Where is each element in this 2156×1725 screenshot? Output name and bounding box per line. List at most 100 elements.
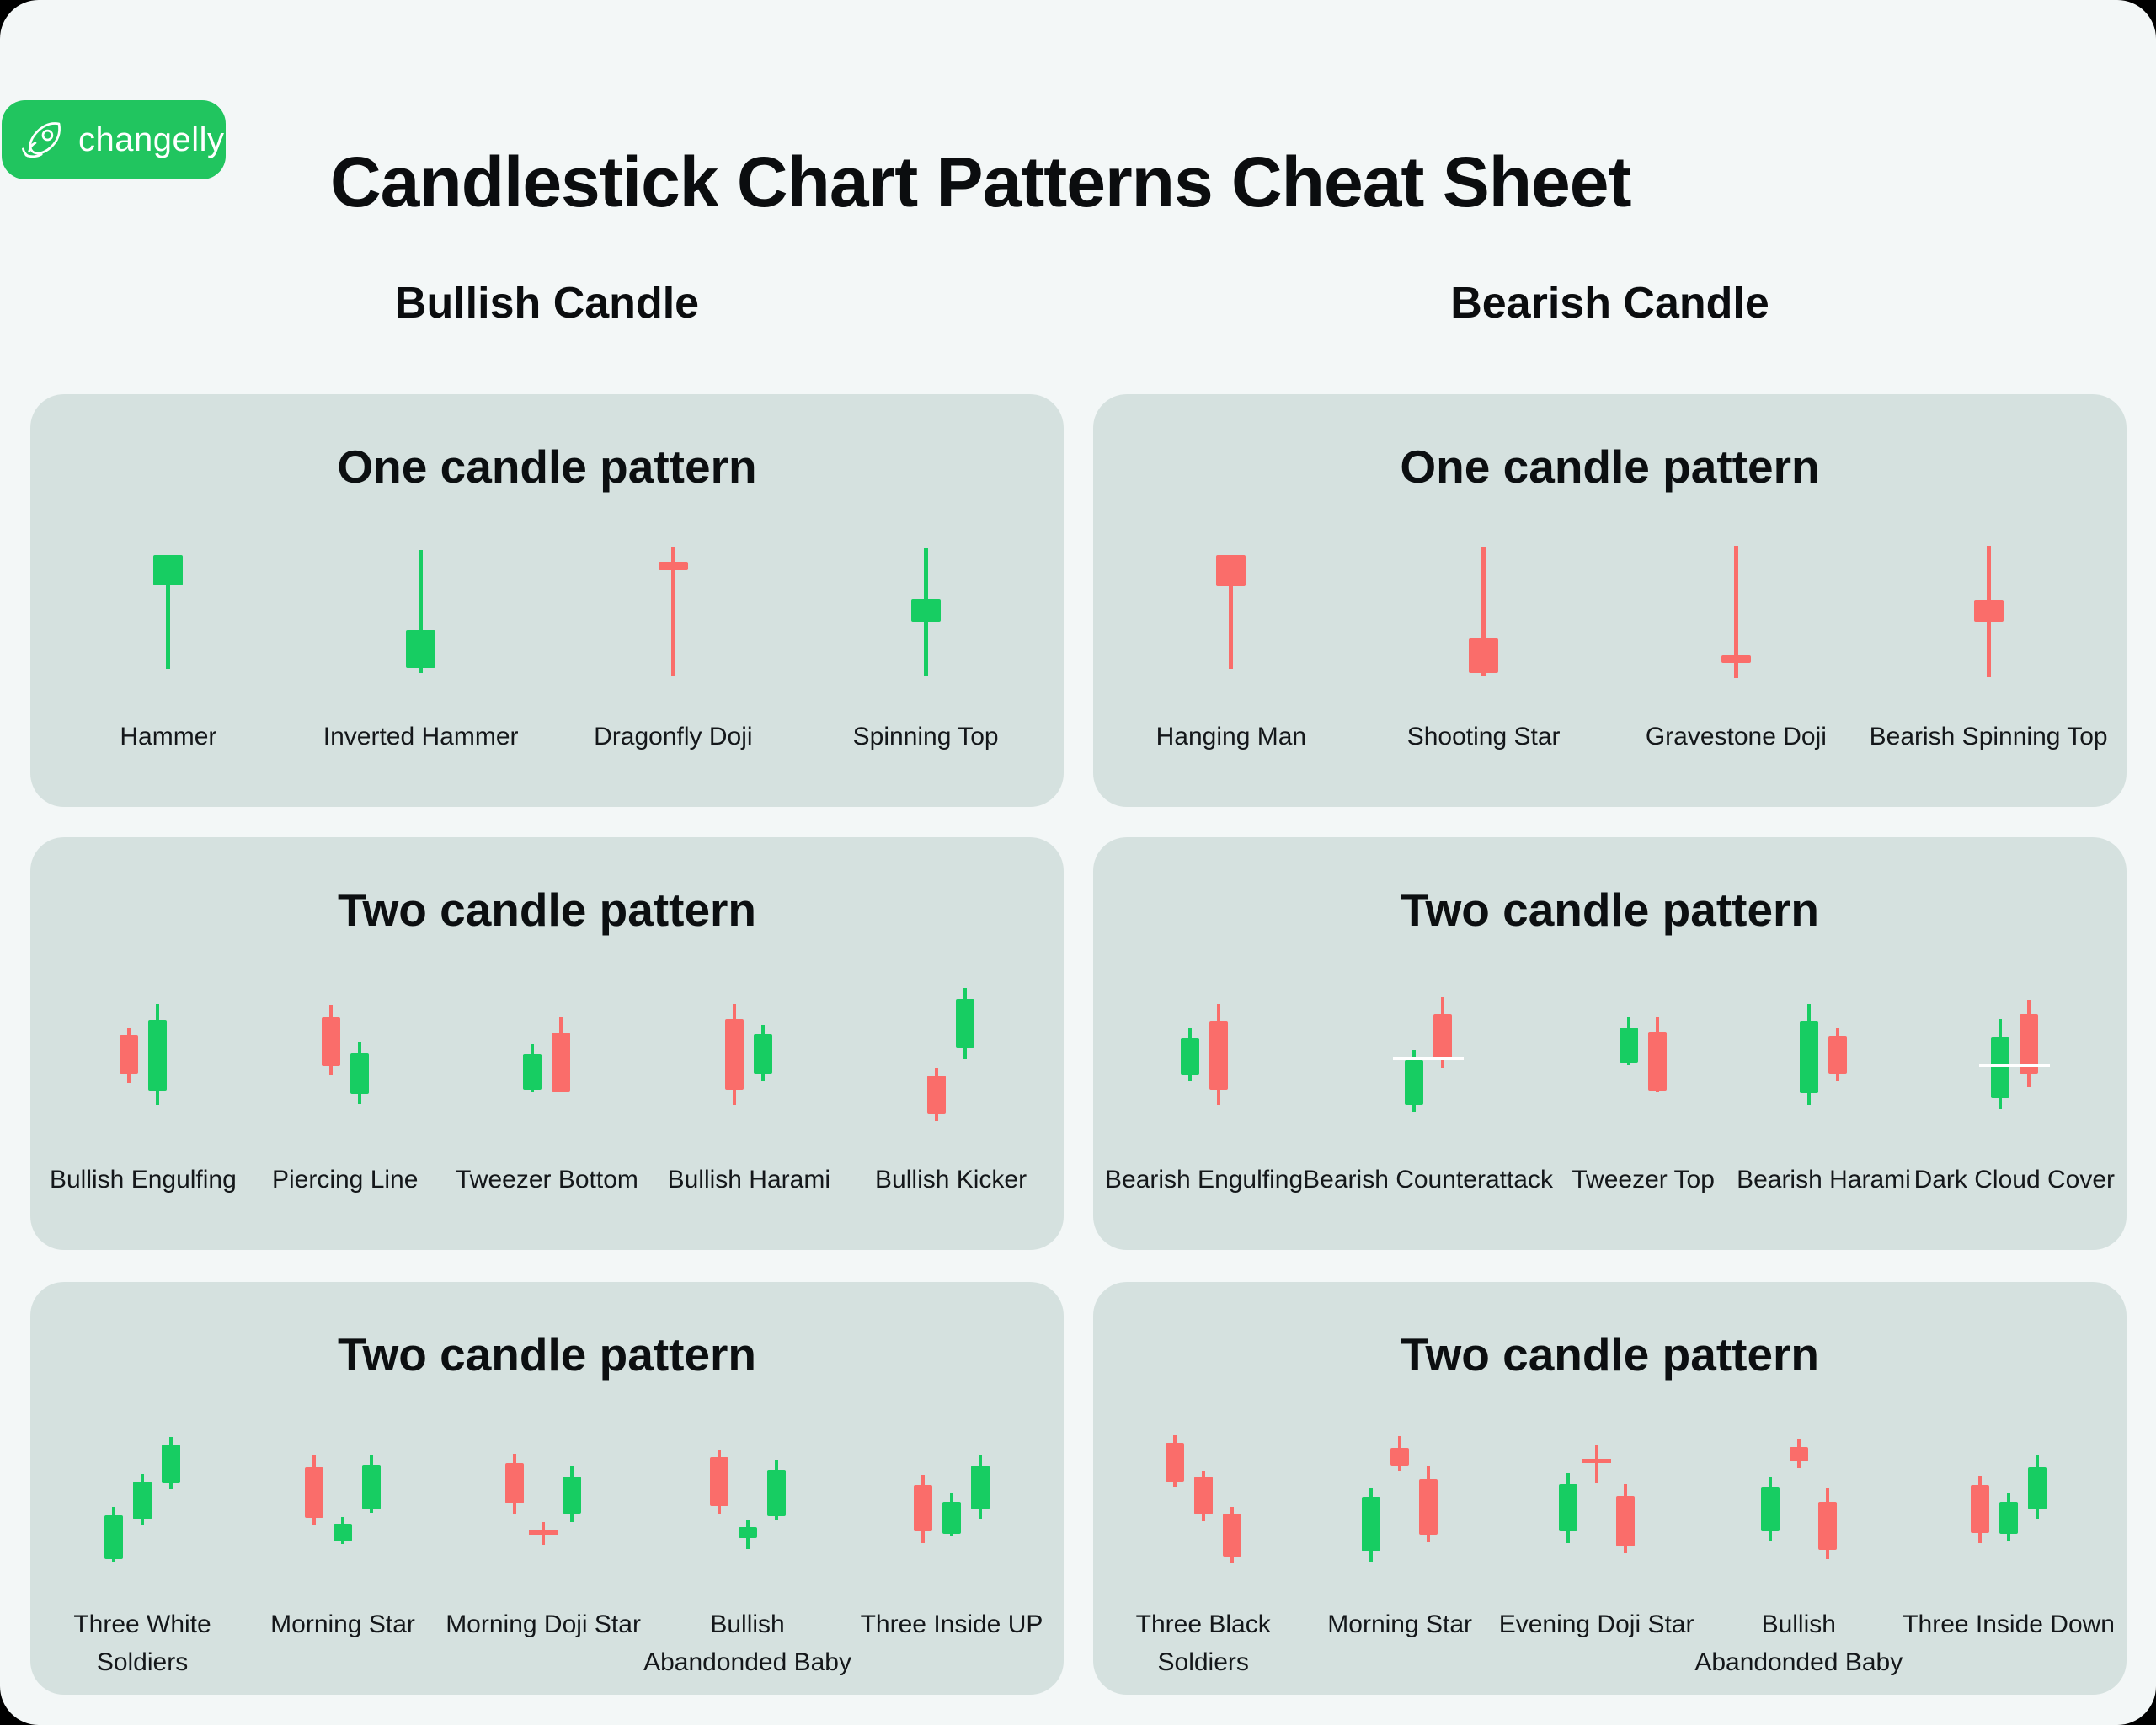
pattern-row: Bullish Engulfing Piercing Line Tweezer Bo… bbox=[30, 937, 1064, 1250]
pattern-label-line: Evening Doji Star bbox=[1498, 1610, 1694, 1638]
pattern-label: Evening Doji Star bbox=[1499, 1605, 1694, 1695]
candle-body bbox=[305, 1466, 324, 1519]
candle-body bbox=[738, 1527, 757, 1538]
candle-body bbox=[1760, 1487, 1780, 1532]
panel-title: One candle pattern bbox=[1400, 441, 1820, 493]
candle-group-wrap bbox=[406, 494, 436, 718]
candle-group bbox=[1800, 1004, 1848, 1105]
pattern-label: Bullish Harami bbox=[668, 1161, 830, 1250]
candle-body bbox=[406, 629, 436, 669]
panel-title: One candle pattern bbox=[337, 441, 757, 493]
candle-group bbox=[1216, 554, 1246, 669]
candle-body bbox=[910, 598, 941, 622]
pattern-label-line: Tweezer Top bbox=[1572, 1166, 1715, 1194]
candle-body bbox=[1971, 1485, 1990, 1533]
pattern-label-line: Bullish bbox=[1761, 1610, 1836, 1638]
candle-body bbox=[709, 1457, 728, 1507]
candle-body bbox=[1433, 1014, 1452, 1060]
pattern-cell: Three Black Soldiers bbox=[1105, 1381, 1301, 1695]
candle-body bbox=[2019, 1013, 2038, 1075]
candle-body bbox=[766, 1469, 786, 1517]
pattern-label-line: Soldiers bbox=[1157, 1648, 1249, 1676]
pattern-label: Dragonfly Doji bbox=[594, 718, 752, 807]
candle-group bbox=[1392, 996, 1464, 1113]
candle-group-wrap bbox=[1760, 1381, 1837, 1605]
pattern-cell: Three Inside UP bbox=[851, 1381, 1052, 1695]
candle-body bbox=[1973, 599, 2004, 622]
pattern-label-line: Morning Doji Star bbox=[446, 1610, 641, 1638]
candle-group-wrap bbox=[1800, 937, 1848, 1161]
pattern-label-line: Tweezer Bottom bbox=[456, 1166, 638, 1194]
price-line bbox=[1978, 1064, 2050, 1067]
pattern-cell: Bullish Harami bbox=[648, 937, 850, 1250]
pattern-label: Three White Soldiers bbox=[73, 1605, 211, 1695]
pattern-cell: Bullish Kicker bbox=[850, 937, 1052, 1250]
candle-body bbox=[1193, 1476, 1213, 1515]
candle-group-wrap bbox=[1392, 937, 1464, 1161]
pattern-cell: Dragonfly Doji bbox=[547, 494, 800, 807]
candle-body bbox=[1216, 554, 1246, 587]
panel-title: Two candle pattern bbox=[1400, 884, 1820, 936]
panel-title: Two candle pattern bbox=[337, 884, 757, 936]
candle-group-wrap bbox=[927, 937, 975, 1161]
pattern-row: Hammer Inverted Hammer Dragonfly Doji Spinn… bbox=[30, 494, 1064, 807]
candle-body bbox=[133, 1482, 152, 1519]
candle-body bbox=[350, 1052, 369, 1095]
candle-body bbox=[1828, 1036, 1848, 1074]
pattern-label: Three Inside UP bbox=[861, 1605, 1043, 1695]
candle-body bbox=[1419, 1479, 1438, 1535]
candle-group bbox=[1721, 545, 1751, 678]
candle-group bbox=[1978, 1000, 2050, 1109]
pattern-label-line: Three Black bbox=[1135, 1610, 1271, 1638]
pattern-label-line: Morning Star bbox=[1327, 1610, 1473, 1638]
pattern-label: Hanging Man bbox=[1156, 718, 1306, 807]
candle-body bbox=[563, 1477, 582, 1514]
pattern-cell: Tweezer Top bbox=[1553, 937, 1733, 1250]
candle-group bbox=[1760, 1439, 1837, 1559]
pattern-cell: Bearish Harami bbox=[1733, 937, 1913, 1250]
pattern-cell: Tweezer Bottom bbox=[446, 937, 648, 1250]
rocket-icon bbox=[22, 122, 61, 158]
candle-group bbox=[910, 547, 941, 676]
pattern-label: Bullish Abandonded Baby bbox=[1694, 1605, 1903, 1695]
pattern-cell: Three White Soldiers bbox=[42, 1381, 243, 1695]
pattern-label-line: Three White bbox=[73, 1610, 211, 1638]
candle-body bbox=[505, 1462, 525, 1504]
pattern-label-line: Spinning Top bbox=[852, 723, 999, 750]
candle-wick bbox=[166, 554, 171, 669]
pattern-cell: Bearish Counterattack bbox=[1303, 937, 1553, 1250]
candle-body bbox=[1209, 1021, 1228, 1090]
candle-group bbox=[505, 1454, 582, 1545]
candle-body bbox=[552, 1032, 571, 1092]
pattern-row: Hanging Man Shooting Star Gravestone Doji B… bbox=[1093, 494, 2127, 807]
candle-group-wrap bbox=[104, 1381, 181, 1605]
pattern-label-line: Dark Cloud Cover bbox=[1913, 1166, 2115, 1194]
candle-body bbox=[362, 1464, 382, 1509]
candle-body bbox=[1615, 1496, 1635, 1547]
candle-group-wrap bbox=[1721, 494, 1751, 718]
candle-group bbox=[523, 1017, 571, 1092]
candle-group bbox=[1971, 1455, 2047, 1543]
pattern-cell: Bearish Engulfing bbox=[1105, 937, 1303, 1250]
candle-wick bbox=[419, 550, 424, 673]
candle-body bbox=[942, 1502, 961, 1534]
pattern-label: Bearish Spinning Top bbox=[1870, 718, 2108, 807]
candle-body bbox=[153, 554, 184, 585]
candle-body bbox=[2028, 1466, 2047, 1510]
pattern-cell: Bullish Abandonded Baby bbox=[643, 1381, 851, 1695]
candle-group bbox=[658, 547, 688, 676]
pattern-cell: Shooting Star bbox=[1358, 494, 1610, 807]
pattern-label-line: Morning Star bbox=[270, 1610, 415, 1638]
candle-body bbox=[927, 1076, 947, 1114]
candle-group-wrap bbox=[523, 937, 571, 1161]
candle-group bbox=[709, 1450, 786, 1549]
pattern-cell: Morning Star bbox=[1301, 1381, 1497, 1695]
candle-wick bbox=[1594, 1445, 1598, 1483]
pattern-label: Gravestone Doji bbox=[1646, 718, 1827, 807]
changelly-logo: changelly bbox=[2, 100, 226, 179]
candle-body bbox=[1390, 1447, 1410, 1466]
candle-body bbox=[1999, 1502, 2019, 1534]
pattern-cell: Spinning Top bbox=[799, 494, 1052, 807]
panel-bearish-three-candle: Two candle pattern Three Black Soldiers Mo… bbox=[1093, 1282, 2127, 1695]
pattern-label: Bullish Abandonded Baby bbox=[643, 1605, 851, 1695]
